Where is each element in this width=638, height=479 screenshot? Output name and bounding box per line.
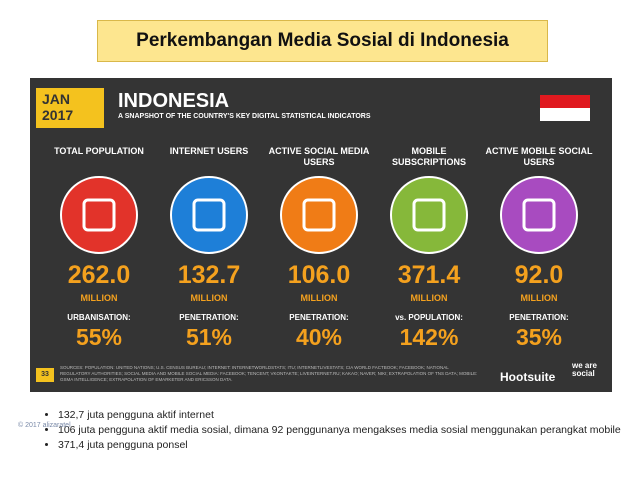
stat-label: ACTIVE MOBILE SOCIAL USERS (485, 146, 593, 167)
flag-white (540, 108, 590, 121)
brand: Hootsuite (500, 370, 556, 384)
stat-column: ACTIVE MOBILE SOCIAL USERS 92.0 MILLION PEN… (484, 78, 594, 358)
page-number: 33 (36, 368, 54, 382)
icon-circle (500, 176, 578, 254)
icon-circle (60, 176, 138, 254)
bullet: 371,4 juta pengguna ponsel (58, 438, 628, 453)
flag-red (540, 95, 590, 108)
icon-glyph (412, 198, 446, 232)
stat-sub-label: vs. POPULATION: (395, 313, 463, 322)
stat-unit: MILLION (190, 293, 228, 303)
stat-icon (390, 176, 468, 254)
stat-value: 262.0 (67, 261, 131, 289)
stat-unit: MILLION (80, 293, 118, 303)
stat-label: INTERNET USERS (169, 146, 249, 156)
stat-percent: 35% (515, 324, 563, 350)
icon-glyph (522, 198, 556, 232)
stat-icon (500, 176, 578, 254)
stat-label: TOTAL POPULATION (54, 146, 144, 156)
date-year: 2017 (42, 107, 74, 123)
stat-unit: MILLION (410, 293, 448, 303)
icon-circle (390, 176, 468, 254)
stat-icon (170, 176, 248, 254)
icon-circle (280, 176, 358, 254)
stat-sub-label: PENETRATION: (179, 313, 239, 322)
country: INDONESIA (118, 90, 230, 112)
sources: SOURCES: POPULATION: UNITED NATIONS; U.S… (60, 365, 478, 382)
stat-unit: MILLION (300, 293, 338, 303)
stat-icon (280, 176, 358, 254)
bullet: 132,7 juta pengguna aktif internet (58, 408, 628, 423)
stat-column: ACTIVE SOCIAL MEDIA USERS 106.0 MILLION PEN… (264, 78, 374, 358)
stat-column: MOBILE SUBSCRIPTIONS 371.4 MILLION vs. POPU… (374, 78, 484, 358)
stat-sub-label: URBANISATION: (67, 313, 131, 322)
date-month: JAN (42, 91, 71, 107)
subtitle: A SNAPSHOT OF THE COUNTRY'S KEY DIGITAL … (118, 113, 371, 120)
stat-percent: 55% (75, 324, 123, 350)
stat-icon (60, 176, 138, 254)
stat-value: 132.7 (177, 261, 241, 289)
icon-glyph (82, 198, 116, 232)
icon-glyph (302, 198, 336, 232)
infographic: JAN 2017 INDONESIA A SNAPSHOT OF THE COU… (30, 78, 612, 392)
date-badge: JAN 2017 (36, 88, 104, 128)
bullet: 106 juta pengguna aktif media sosial, di… (58, 423, 628, 438)
stat-column: TOTAL POPULATION 262.0 MILLION URBANISATION… (44, 78, 154, 358)
copyright: © 2017 alizaratel (18, 422, 71, 429)
bullet-list: 132,7 juta pengguna aktif internet106 ju… (40, 408, 628, 453)
stat-percent: 40% (295, 324, 343, 350)
stat-percent: 142% (399, 324, 459, 350)
icon-circle (170, 176, 248, 254)
stat-value: 106.0 (287, 261, 351, 289)
stat-percent: 51% (185, 324, 233, 350)
stat-sub-label: PENETRATION: (289, 313, 349, 322)
stat-column: INTERNET USERS 132.7 MILLION PENETRATION: 51… (154, 78, 264, 358)
slide-title: Perkembangan Media Sosial di Indonesia (97, 20, 548, 62)
stat-value: 371.4 (397, 261, 461, 289)
stat-value: 92.0 (514, 261, 564, 289)
stat-sub-label: PENETRATION: (509, 313, 569, 322)
icon-glyph (192, 198, 226, 232)
partner: we are social (572, 361, 597, 378)
stat-label: ACTIVE SOCIAL MEDIA USERS (268, 146, 370, 167)
stat-unit: MILLION (520, 293, 558, 303)
flag (540, 95, 590, 121)
stat-label: MOBILE SUBSCRIPTIONS (391, 146, 466, 167)
